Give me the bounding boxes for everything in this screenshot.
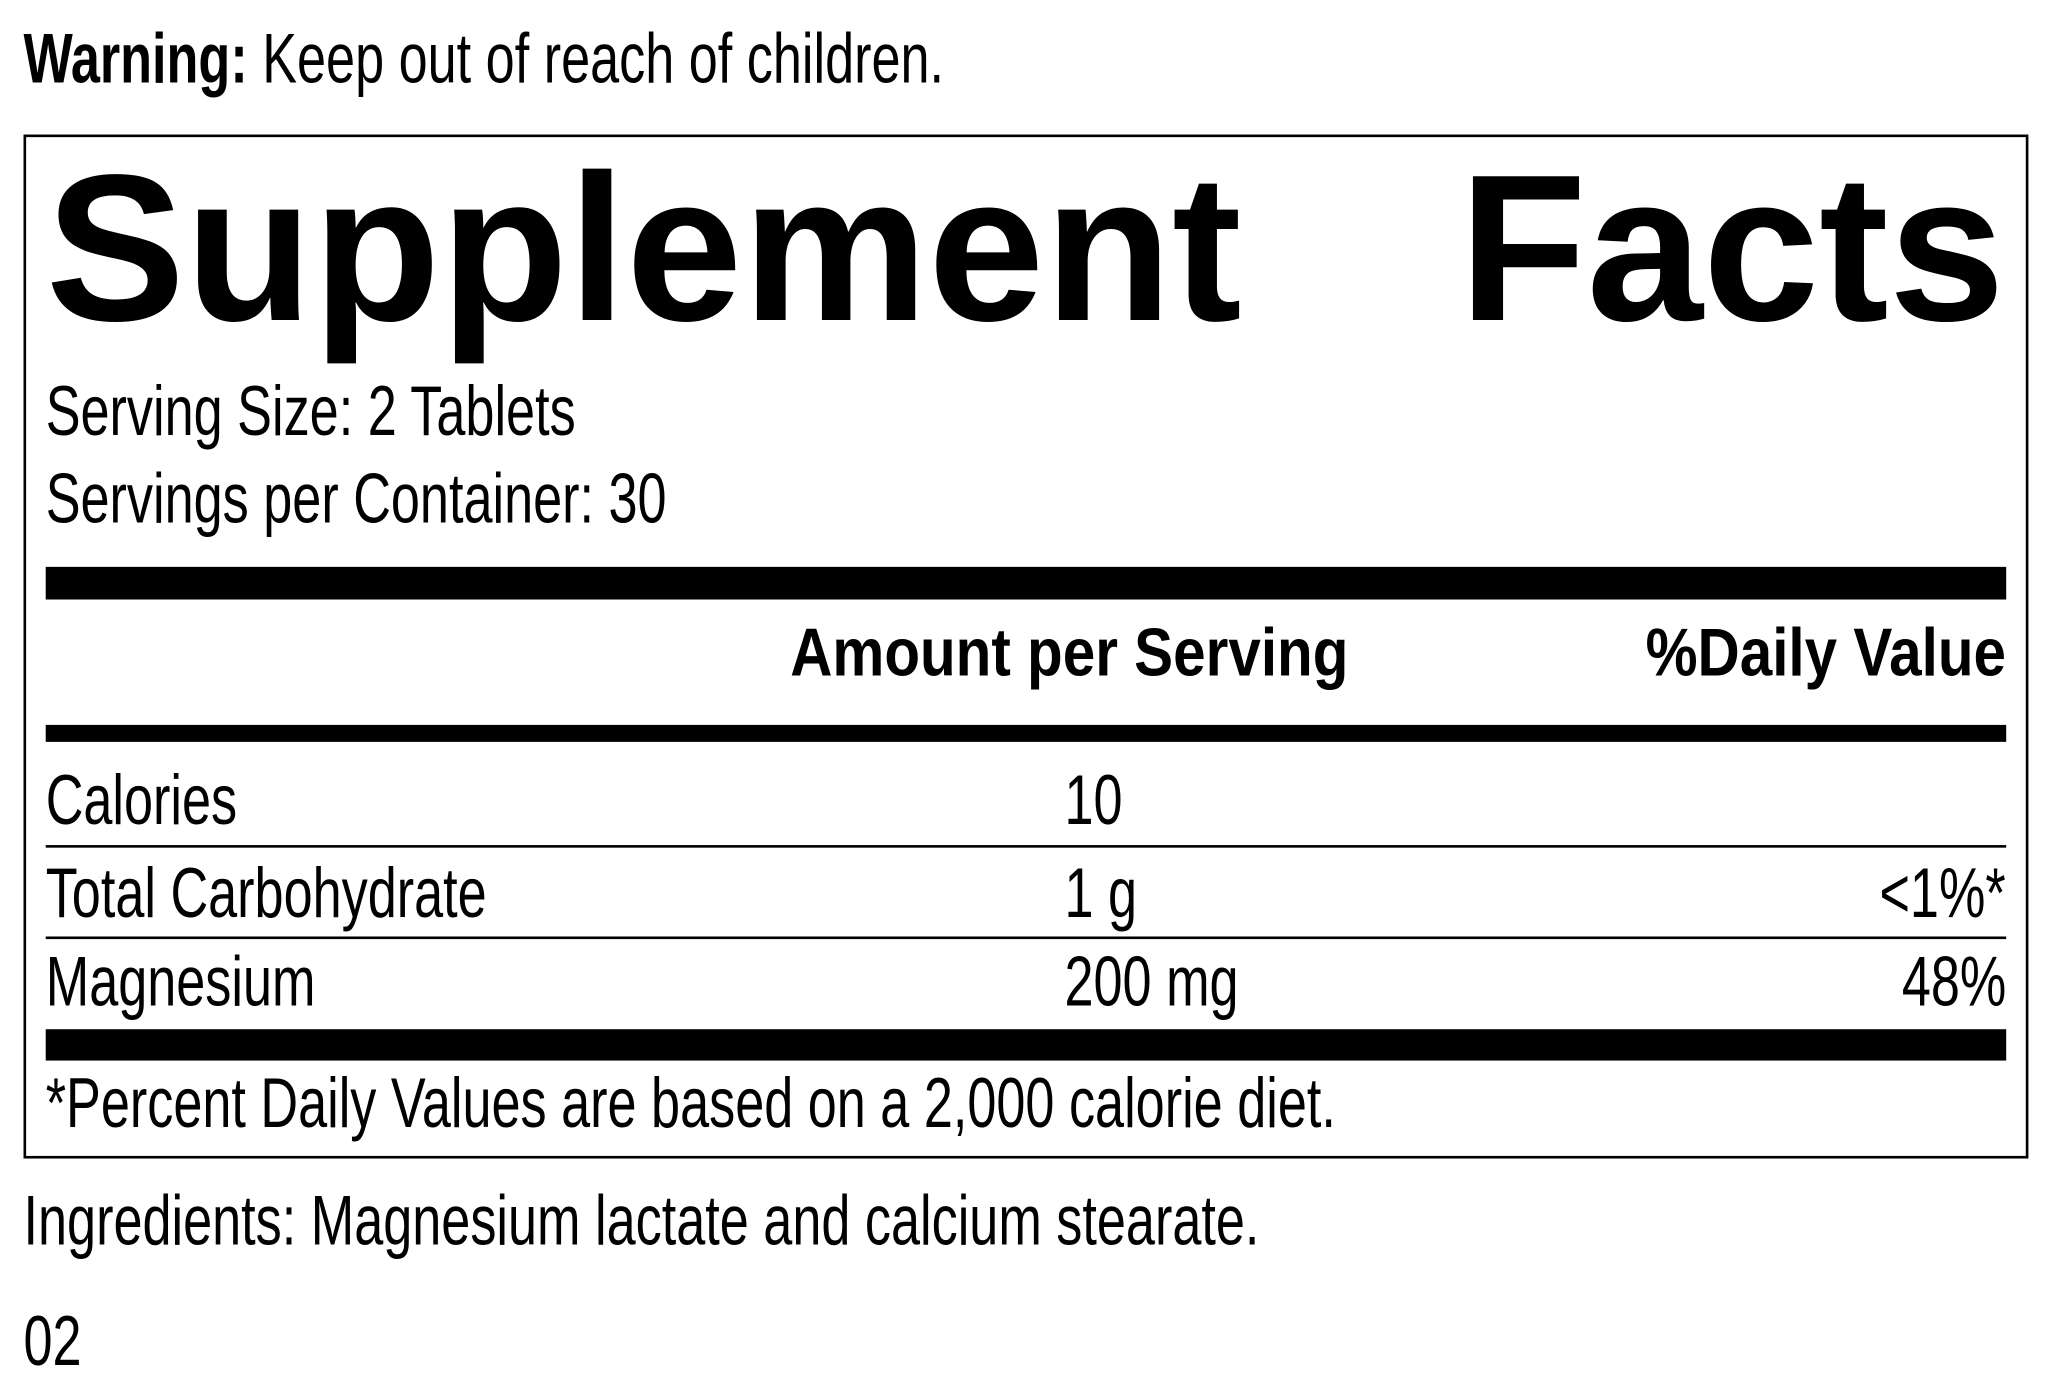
thick-rule xyxy=(45,566,2007,600)
footnote: *Percent Daily Values are based on a 2,0… xyxy=(45,1064,1336,1143)
medium-rule xyxy=(45,724,2007,742)
header-amount: Amount per Serving xyxy=(790,615,1349,691)
warning-text: Keep out of reach of children. xyxy=(262,19,945,98)
servings-per-container: Servings per Container: 30 xyxy=(45,459,667,539)
serving-size: Serving Size: 2 Tablets xyxy=(45,372,576,451)
facts-box xyxy=(23,134,2029,1159)
row-daily-value: <1%* xyxy=(1879,854,2007,933)
row-amount: 1 g xyxy=(1064,854,1138,933)
row-amount: 10 xyxy=(1064,761,1123,840)
row-name: Magnesium xyxy=(45,943,316,1022)
warning-label: Warning: xyxy=(23,19,248,98)
thick-rule xyxy=(45,1029,2007,1061)
row-daily-value: 48% xyxy=(1901,943,2007,1022)
warning: Warning: Keep out of reach of children. xyxy=(24,24,945,95)
ingredients: Ingredients: Magnesium lactate and calci… xyxy=(23,1182,1260,1261)
facts-title: Supplement Facts xyxy=(45,130,2005,365)
thin-rule xyxy=(45,936,2007,940)
code: 02 xyxy=(23,1302,82,1381)
row-amount: 200 mg xyxy=(1064,943,1239,1022)
row-name: Total Carbohydrate xyxy=(45,854,487,933)
header-daily-value: %Daily Value xyxy=(1645,615,2007,691)
row-name: Calories xyxy=(45,761,238,840)
thin-rule xyxy=(45,845,2007,848)
